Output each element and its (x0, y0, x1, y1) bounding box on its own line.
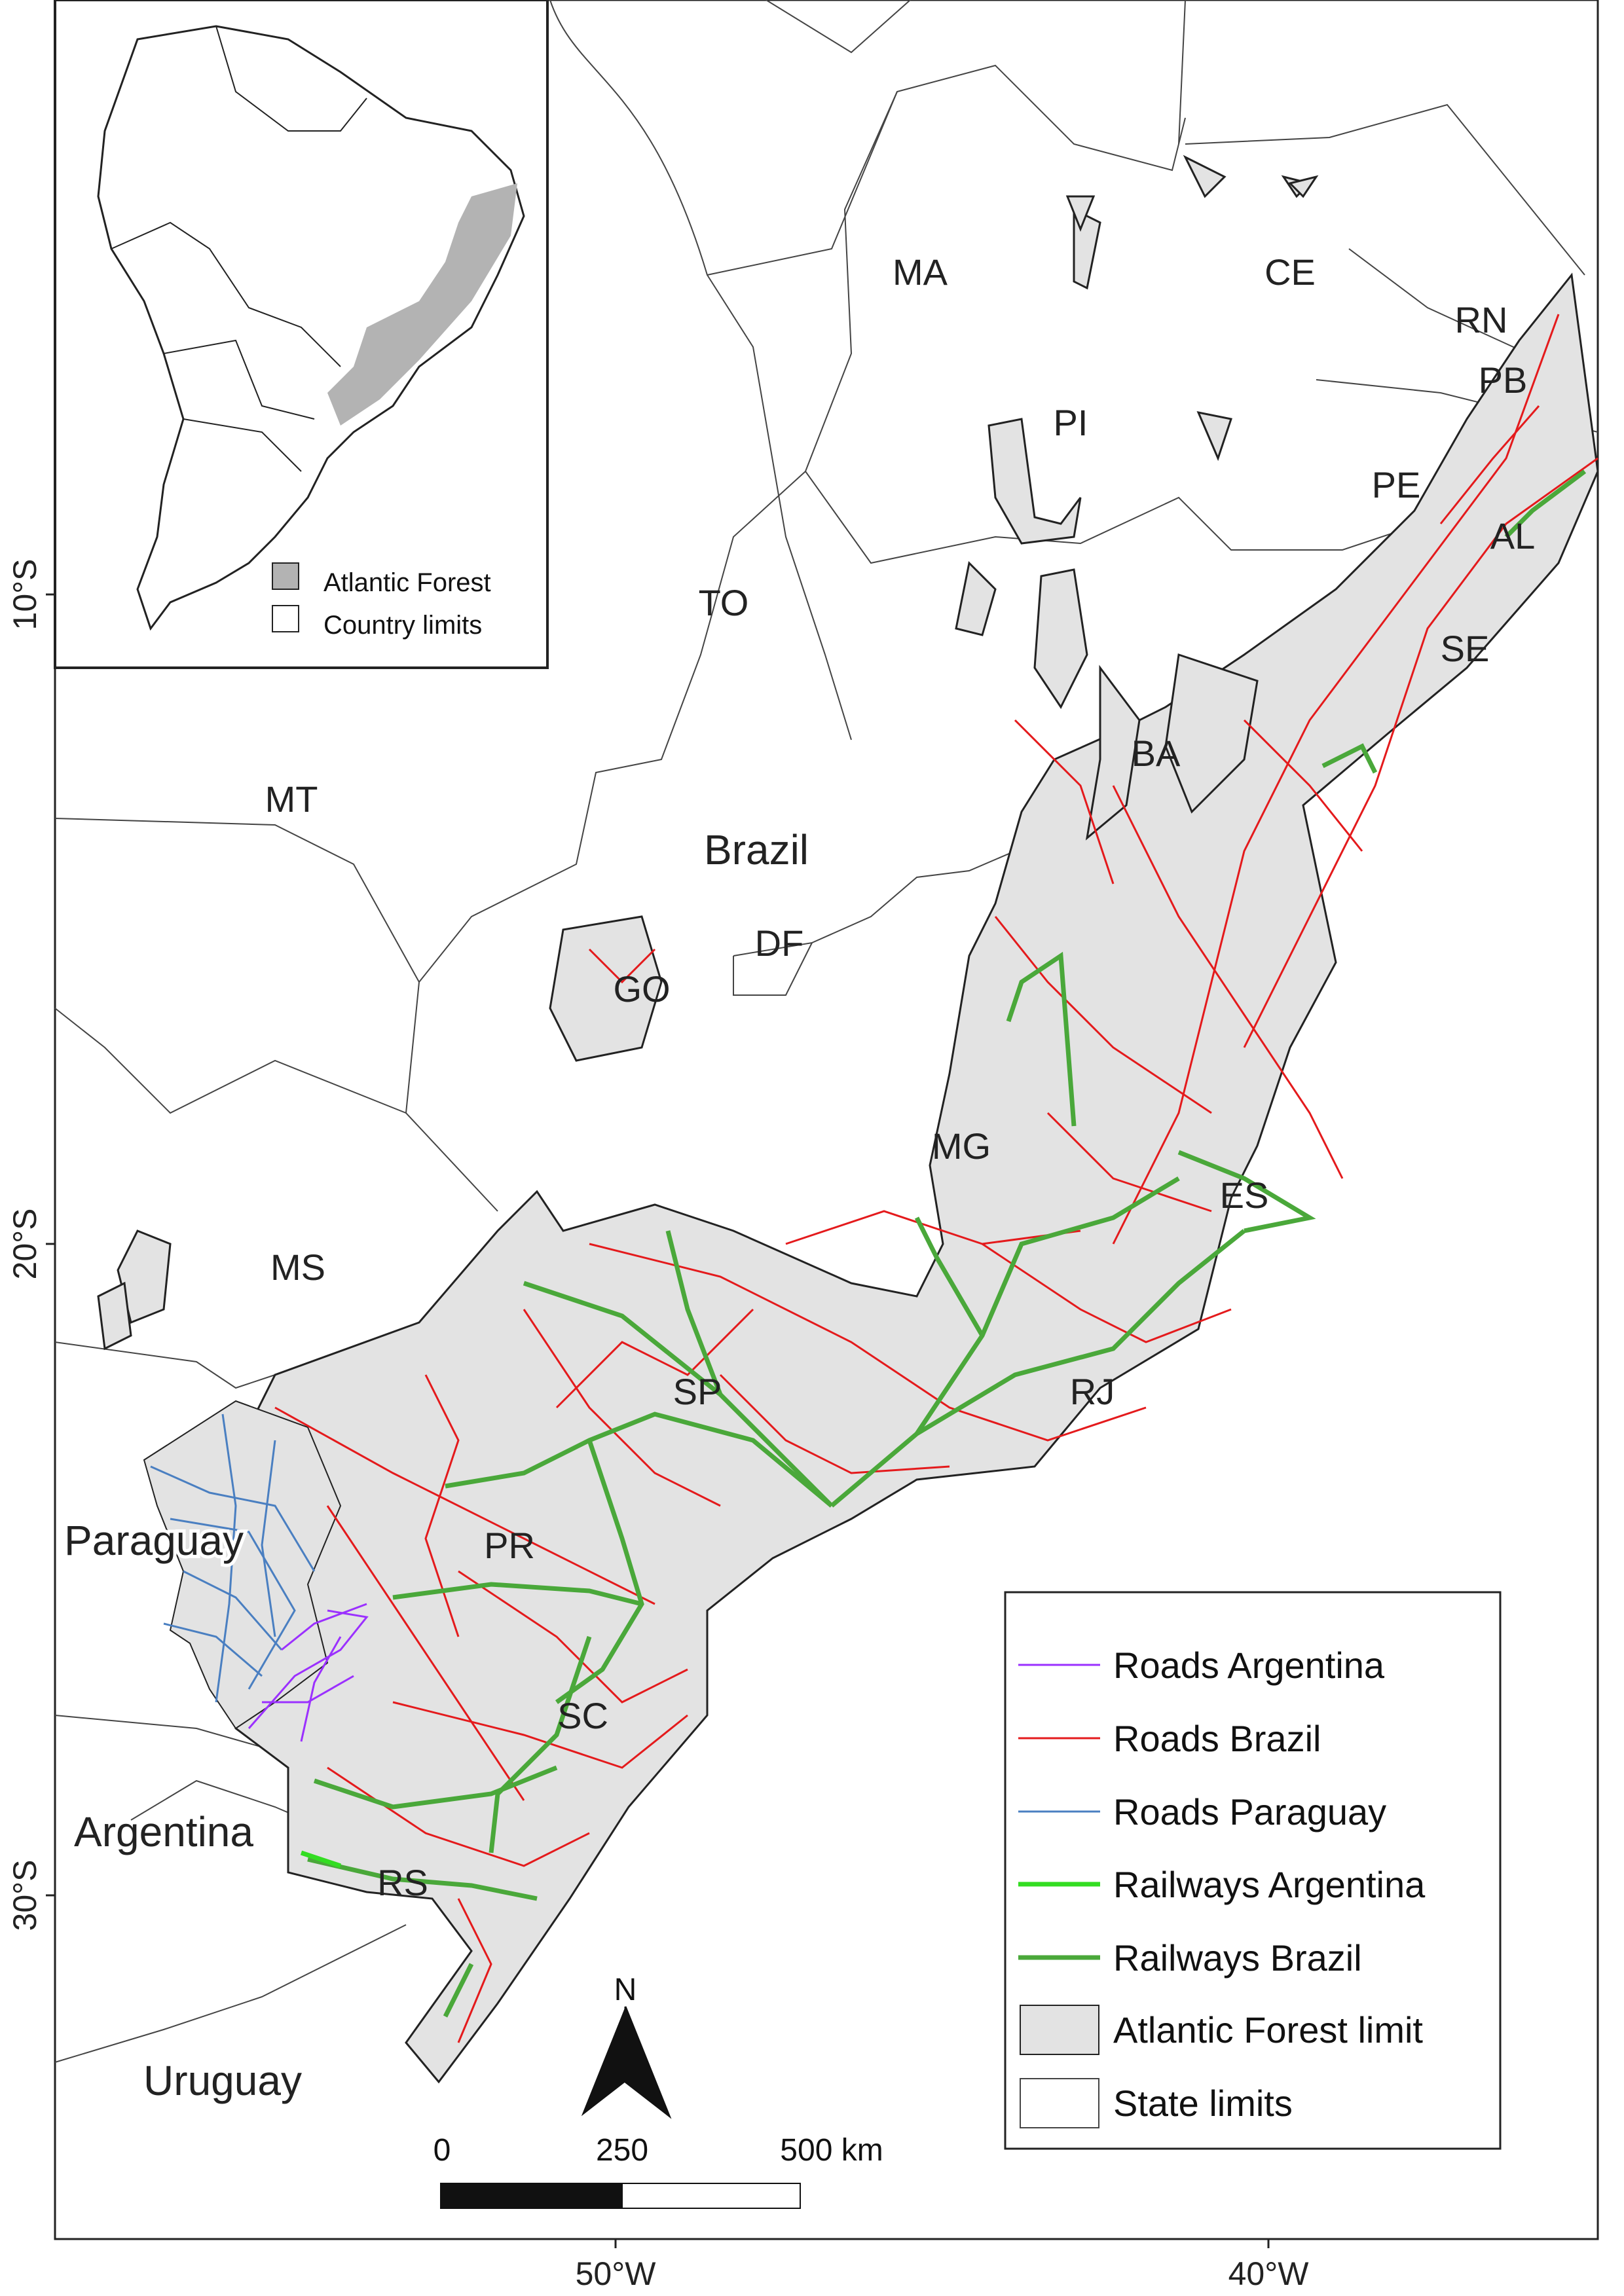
state-label-pi: PI (1054, 402, 1088, 443)
axis-ticks (46, 593, 1270, 2248)
state-label-mt: MT (265, 778, 318, 820)
state-label-rn: RN (1455, 299, 1508, 340)
legend-label-roads-argentina: Roads Argentina (1113, 1645, 1385, 1686)
state-label-pb: PB (1479, 359, 1528, 401)
inset-legend-swatch-forest (272, 562, 299, 590)
legend-box-forest (1020, 2005, 1099, 2055)
legend-box-state (1020, 2078, 1099, 2128)
scale-bar: 0 250 500 km (434, 2133, 883, 2209)
forest-patches (97, 155, 1319, 1351)
country-labels: Brazil Paraguay Argentina Uruguay (61, 823, 812, 2107)
country-label-brazil: Brazil (704, 826, 809, 873)
inset-legend-swatch-country (272, 605, 299, 632)
state-label-sc: SC (557, 1695, 608, 1736)
legend-label-railways-argentina: Railways Argentina (1113, 1864, 1426, 1905)
legend-label-state-limits: State limits (1113, 2083, 1293, 2124)
roads-paraguay (150, 1413, 316, 1703)
state-label-df: DF (755, 922, 804, 964)
country-label-paraguay: Paraguay (64, 1517, 244, 1564)
state-label-rs: RS (377, 1862, 428, 1903)
north-arrow: N (581, 1973, 672, 2119)
railways-argentina (300, 1850, 342, 1868)
state-label-rj: RJ (1070, 1371, 1115, 1412)
state-label-mg: MG (932, 1125, 991, 1167)
scale-label-0: 0 (434, 2133, 451, 2168)
inset-forest (327, 183, 517, 426)
legend: Roads Argentina Roads Brazil Roads Parag… (1004, 1591, 1502, 2150)
railways-brazil (307, 469, 1587, 2018)
lat-label-20s: 20°S (7, 1209, 43, 1280)
legend-label-forest-limit: Atlantic Forest limit (1113, 2009, 1423, 2050)
state-label-sp: SP (673, 1371, 722, 1412)
state-labels: MA CE RN PB PI PE AL TO SE BA MT GO DF M… (265, 251, 1536, 1903)
lat-label-30s: 30°S (7, 1860, 43, 1931)
inset-legend-label-country: Country limits (323, 611, 482, 640)
scale-label-250: 250 (596, 2133, 648, 2168)
state-label-pe: PE (1372, 464, 1421, 505)
state-label-es: ES (1220, 1175, 1269, 1216)
lat-label-10s: 10°S (7, 559, 43, 630)
state-label-ba: BA (1132, 733, 1181, 774)
inset-continent (97, 25, 525, 631)
state-label-se: SE (1441, 628, 1490, 669)
state-label-ma: MA (893, 251, 948, 293)
state-label-go: GO (613, 968, 670, 1010)
state-limits (54, 0, 1598, 2063)
lon-label-40w: 40°W (1228, 2255, 1310, 2292)
state-label-al: AL (1490, 515, 1536, 556)
state-label-ms: MS (270, 1247, 325, 1288)
scale-bar-segment-black (440, 2183, 623, 2209)
state-label-to: TO (699, 582, 749, 623)
inset-legend-label-forest: Atlantic Forest (323, 568, 491, 597)
scale-bar-segment-white (621, 2183, 801, 2209)
state-label-pr: PR (484, 1525, 535, 1566)
legend-label-roads-brazil: Roads Brazil (1113, 1718, 1321, 1759)
roads-argentina (248, 1603, 369, 1742)
inset-map: Atlantic Forest Country limits (54, 0, 549, 669)
lon-label-50w: 50°W (576, 2255, 657, 2292)
country-label-uruguay: Uruguay (143, 2057, 302, 2104)
state-label-ce: CE (1264, 251, 1316, 293)
legend-label-railways-brazil: Railways Brazil (1113, 1937, 1362, 1978)
legend-label-roads-paraguay: Roads Paraguay (1113, 1791, 1386, 1832)
north-arrow-label: N (614, 1973, 637, 2007)
scale-label-500: 500 km (780, 2133, 883, 2168)
country-label-argentina: Argentina (74, 1808, 253, 1855)
